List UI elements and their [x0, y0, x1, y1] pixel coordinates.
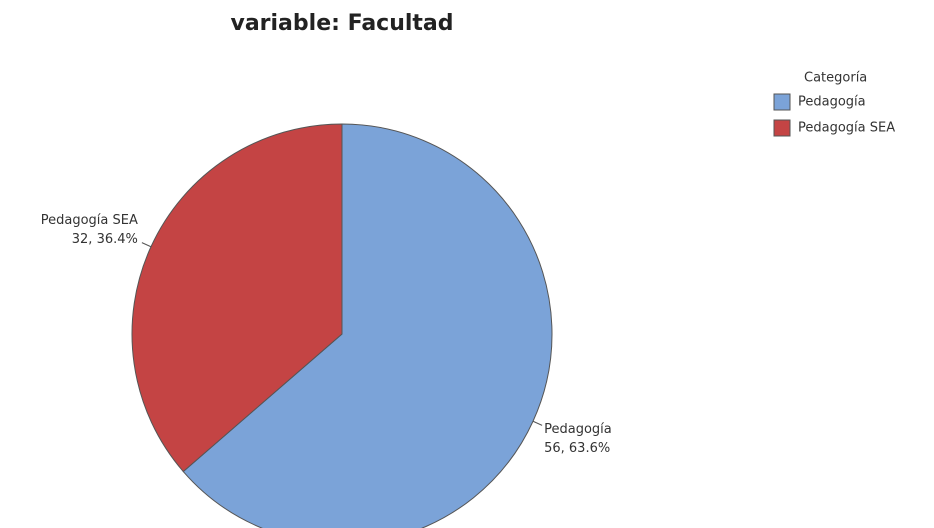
slice-value-label: 32, 36.4%	[72, 232, 138, 247]
slice-label: Pedagogía SEA	[41, 213, 138, 228]
legend-title: Categoría	[804, 71, 867, 86]
leader-line	[532, 420, 543, 426]
legend-label: Pedagogía	[798, 95, 866, 110]
legend-label: Pedagogía SEA	[798, 121, 895, 136]
slice-label: Pedagogía	[544, 422, 612, 437]
chart-title: variable: Facultad	[230, 11, 453, 36]
leader-line	[141, 242, 152, 248]
pie-slice	[131, 123, 343, 473]
slice-value-label: 56, 63.6%	[544, 441, 610, 456]
legend-swatch	[773, 119, 791, 137]
legend-swatch	[773, 93, 791, 111]
